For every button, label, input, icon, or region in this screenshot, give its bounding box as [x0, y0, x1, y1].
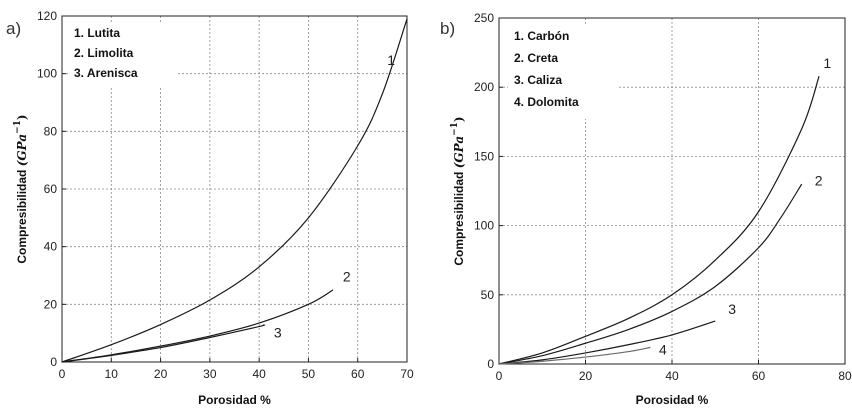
- series-line-3: [498, 320, 716, 365]
- x-tick-label: 10: [105, 367, 119, 381]
- y-axis-title: Compresibilidad (GPa−1): [450, 116, 466, 265]
- legend-entry: 1. Lutita: [74, 26, 120, 40]
- y-tick-label: 120: [37, 9, 57, 23]
- y-axis-title-exponent: −1: [13, 120, 23, 134]
- series-line-1: [61, 18, 408, 363]
- legend-entry: 1. Carbón: [514, 29, 569, 43]
- y-tick-label: 250: [474, 11, 494, 25]
- y-tick-label: 20: [44, 297, 58, 311]
- legend-entry: 2. Creta: [514, 51, 558, 65]
- y-tick-label: 200: [474, 80, 494, 94]
- panel-label: b): [440, 19, 455, 38]
- legend-entry: 3. Caliza: [514, 73, 562, 87]
- x-axis-title: Porosidad %: [636, 393, 709, 407]
- y-axis-title-unit: (GPa: [452, 136, 466, 168]
- panel-label: a): [6, 19, 21, 38]
- y-tick-label: 0: [487, 357, 494, 371]
- x-tick-label: 40: [252, 367, 266, 381]
- x-tick-label: 30: [203, 367, 217, 381]
- series-label-3: 3: [728, 301, 736, 317]
- y-tick-label: 150: [474, 149, 494, 163]
- legend-background: [508, 25, 618, 119]
- series-label-4: 4: [659, 341, 667, 357]
- series-label-1: 1: [387, 52, 395, 68]
- x-tick-label: 70: [400, 367, 414, 381]
- legend-background: [68, 22, 178, 88]
- series-label-2: 2: [343, 268, 351, 284]
- series-line-4: [498, 346, 651, 365]
- x-tick-label: 0: [496, 369, 503, 383]
- series-label-3: 3: [274, 324, 282, 340]
- y-tick-label: 60: [44, 182, 58, 196]
- y-axis-title-text: Compresibilidad: [452, 168, 466, 265]
- legend-entry: 4. Dolomita: [514, 95, 579, 109]
- x-tick-label: 60: [752, 369, 766, 383]
- x-tick-label: 40: [665, 369, 679, 383]
- y-axis-title: Compresibilidad (GPa−1): [13, 114, 29, 263]
- series-line-2: [61, 289, 334, 363]
- legend-entry: 3. Arenisca: [74, 66, 138, 80]
- y-axis-title-text: Compresibilidad: [15, 166, 29, 263]
- legend: 1. Carbón 2. Creta 3. Caliza 4. Dolomita: [508, 25, 618, 119]
- x-tick-label: 0: [59, 367, 66, 381]
- y-tick-label: 100: [474, 219, 494, 233]
- legend-entry: 2. Limolita: [74, 46, 134, 60]
- y-axis-title-exponent: −1: [450, 122, 460, 136]
- series-label-2: 2: [815, 172, 823, 188]
- x-tick-label: 80: [838, 369, 852, 383]
- x-tick-label: 60: [351, 367, 365, 381]
- series-line-1: [498, 75, 820, 365]
- y-tick-label: 100: [37, 67, 57, 81]
- x-axis-title: Porosidad %: [198, 393, 271, 407]
- series-line-3: [61, 323, 266, 363]
- y-axis-title-close: ): [452, 116, 466, 122]
- y-tick-label: 40: [44, 240, 58, 254]
- series-label-1: 1: [823, 55, 831, 71]
- x-tick-label: 20: [154, 367, 168, 381]
- y-tick-label: 80: [44, 124, 58, 138]
- x-tick-label: 50: [302, 367, 316, 381]
- y-axis-title-unit: (GPa: [15, 134, 29, 166]
- legend: 1. Lutita 2. Limolita 3. Arenisca: [68, 22, 178, 88]
- y-tick-label: 0: [50, 355, 57, 369]
- chart-panel-1: 0 10 20 30 40 50 60 70 0 20 40 60 80 100 120 Porosidad …: [6, 9, 414, 407]
- chart-panel-2: 0 20 40 60 80 0 50 100 150 200 250 Porosidad % Compr…: [440, 11, 852, 407]
- x-tick-label: 20: [579, 369, 593, 383]
- series-line-2: [498, 183, 803, 365]
- y-axis-title-close: ): [15, 114, 29, 120]
- y-tick-label: 50: [481, 288, 495, 302]
